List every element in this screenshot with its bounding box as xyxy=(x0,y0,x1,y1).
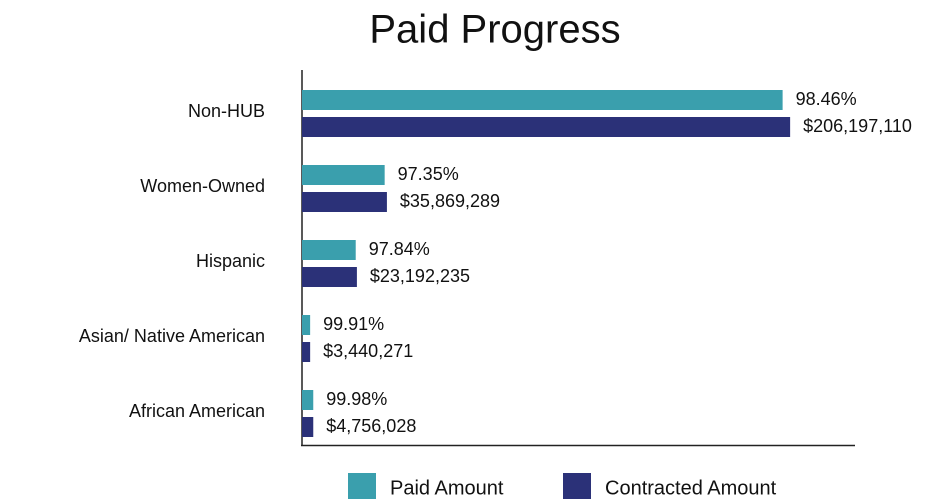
data-label: $23,192,235 xyxy=(370,266,470,286)
data-label: $4,756,028 xyxy=(326,416,416,436)
chart-title: Paid Progress xyxy=(369,8,620,52)
category-label: Asian/ Native American xyxy=(79,326,265,346)
bar xyxy=(302,342,311,362)
data-label: 98.46% xyxy=(796,89,857,109)
bar xyxy=(302,117,791,137)
bar xyxy=(302,165,385,185)
legend-swatch xyxy=(348,473,376,499)
legend-swatch xyxy=(563,473,591,499)
bar xyxy=(302,240,356,260)
bar xyxy=(302,417,314,437)
data-label: $3,440,271 xyxy=(323,341,413,361)
bar xyxy=(302,267,357,287)
category-label: Women-Owned xyxy=(140,176,265,196)
bar xyxy=(302,192,387,212)
data-label: 99.91% xyxy=(323,314,384,334)
category-label: Hispanic xyxy=(196,251,265,271)
legend-label: Paid Amount xyxy=(390,477,504,499)
bar xyxy=(302,390,314,410)
data-label: $206,197,110 xyxy=(803,116,912,136)
data-label: 99.98% xyxy=(326,389,387,409)
data-label: $35,869,289 xyxy=(400,191,500,211)
data-label: 97.35% xyxy=(398,164,459,184)
category-label: Non-HUB xyxy=(188,101,265,121)
legend-label: Contracted Amount xyxy=(605,477,777,499)
bar xyxy=(302,90,783,110)
data-label: 97.84% xyxy=(369,239,430,259)
category-label: African American xyxy=(129,401,265,421)
bar xyxy=(302,315,311,335)
